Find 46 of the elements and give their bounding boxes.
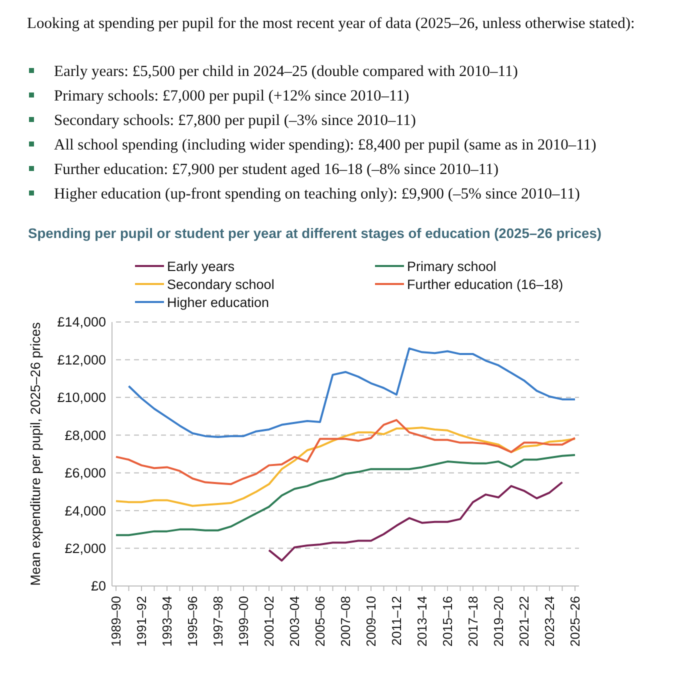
text: Looking at spending per pupil for the most recent year of data (2025–26, unless otherwise stated):: [27, 15, 635, 32]
text: Further education: £7,900 per student aged 16–18 (–8% since 2010–11): [54, 161, 499, 178]
y-tick-label: £12,000: [57, 352, 106, 368]
legend-label: Higher education: [167, 295, 270, 310]
x-tick-label: 1995–96: [185, 596, 200, 647]
x-tick-label: 2021–22: [516, 596, 532, 647]
x-tick-label: 2013–14: [414, 596, 430, 647]
x-tick-label: 1993–94: [160, 596, 175, 647]
chart-title: Spending per pupil or student per year at different stages of education (2025–26 prices): [28, 226, 602, 241]
y-tick-label: £2,000: [64, 541, 106, 556]
line-series: [268, 481, 564, 562]
line-series: [115, 454, 576, 536]
x-tick-label: 2015–16: [440, 596, 456, 647]
y-tick-label: £4,000: [64, 503, 106, 518]
line-series: [128, 347, 576, 438]
x-tick-label: 2001–02: [262, 596, 277, 647]
legend-label: Secondary school: [167, 277, 274, 292]
legend-label: Primary school: [407, 259, 496, 274]
legend-label: Early years: [167, 259, 235, 274]
x-tick-label: 1991–92: [134, 596, 150, 647]
y-tick-label: £0: [90, 578, 106, 594]
x-tick-label: 1989–90: [108, 596, 124, 647]
text: Secondary schools: £7,800 per pupil (–3% since 2010–11): [54, 112, 416, 129]
x-tick-label: 2007–08: [338, 596, 354, 647]
legend-label: Further education (16–18): [407, 277, 564, 292]
text: Higher education (up-front spending on teaching only): £9,900 (–5% since 2010–11): [54, 186, 580, 202]
y-tick-label: £14,000: [57, 314, 106, 330]
x-tick-label: 2017–18: [466, 596, 481, 647]
line-series: [115, 426, 576, 507]
x-tick-label: 2011–12: [389, 596, 404, 646]
text: Early years: £5,500 per child in 2024–25 (double compared with 2010–11): [54, 63, 518, 80]
x-tick-label: 2009–10: [364, 596, 379, 647]
text: Primary schools: £7,000 per pupil (+12% since 2010–11): [54, 88, 410, 104]
y-tick-label: £10,000: [57, 390, 106, 406]
x-tick-label: 2025–26: [568, 596, 583, 647]
x-tick-label: 2005–06: [312, 596, 328, 647]
x-tick-label: 2019–20: [491, 596, 506, 647]
text: All school spending (including wider spending): £8,400 per pupil (same as in 2010–11): [54, 136, 596, 154]
x-tick-label: 1997–98: [210, 596, 226, 647]
x-tick-label: 2023–24: [542, 596, 558, 647]
y-tick-label: £6,000: [64, 466, 106, 481]
y-axis-title: Mean expenditure per pupil, 2025–26 prices: [28, 322, 43, 586]
x-tick-label: 2003–04: [287, 596, 302, 647]
y-tick-label: £8,000: [64, 428, 106, 443]
line-series: [115, 419, 576, 486]
x-tick-label: 1999–00: [236, 596, 252, 647]
